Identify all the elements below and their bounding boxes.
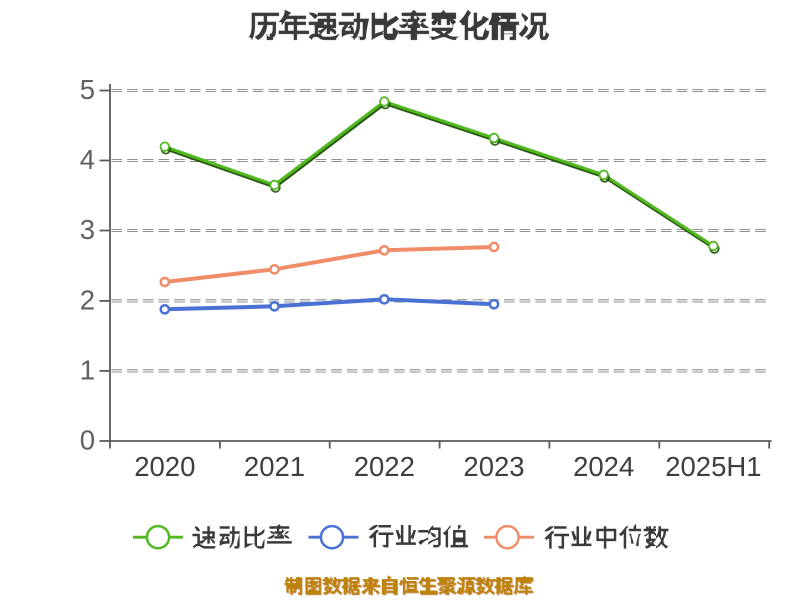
svg-text:3: 3 bbox=[80, 214, 95, 245]
svg-text:0: 0 bbox=[80, 425, 95, 456]
svg-text:4: 4 bbox=[80, 144, 95, 175]
svg-text:2025H1: 2025H1 bbox=[665, 451, 761, 482]
svg-text:5: 5 bbox=[80, 74, 95, 105]
svg-text:2020: 2020 bbox=[134, 451, 195, 482]
svg-text:2022: 2022 bbox=[354, 451, 415, 482]
svg-text:1: 1 bbox=[80, 354, 95, 385]
svg-text:2: 2 bbox=[80, 284, 95, 315]
svg-text:2021: 2021 bbox=[244, 451, 305, 482]
svg-text:2024: 2024 bbox=[573, 451, 634, 482]
svg-text:2023: 2023 bbox=[463, 451, 524, 482]
